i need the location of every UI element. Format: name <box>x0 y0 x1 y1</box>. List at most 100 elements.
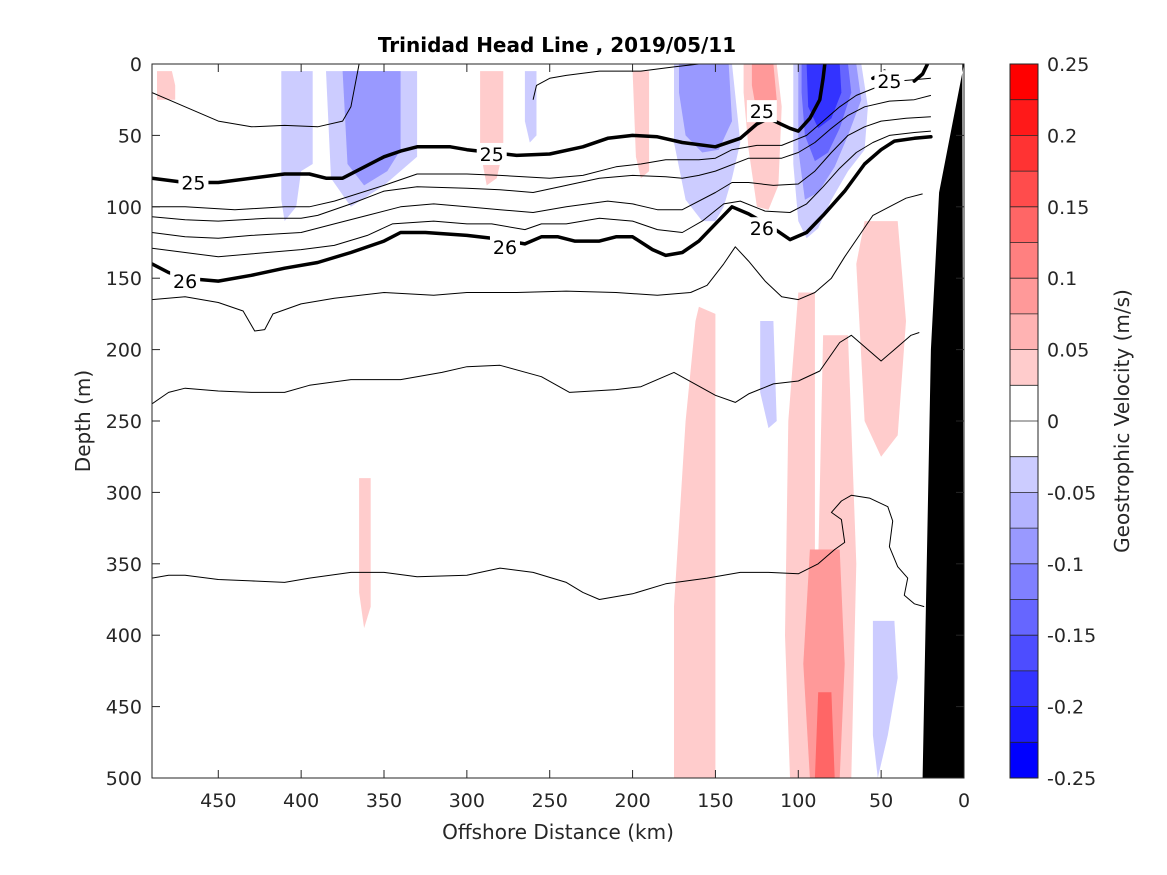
colorbar-segment-16 <box>1010 635 1038 672</box>
contour-label-5: 26 <box>493 237 517 259</box>
colorbar-tick-label-9: -0.2 <box>1047 697 1084 719</box>
x-tick-label-3: 300 <box>449 790 485 812</box>
x-axis-ticks: 450 400 350 300 250 200 150 100 50 0 <box>200 64 970 812</box>
colorbar-segment-6 <box>1010 278 1038 315</box>
x-tick-label-9: 0 <box>958 790 970 812</box>
x-tick-label-8: 50 <box>869 790 893 812</box>
contour-label-2: 25 <box>750 101 774 123</box>
x-tick-label-6: 150 <box>697 790 733 812</box>
isopycnal-thin-3 <box>152 94 932 222</box>
colorbar-segment-11 <box>1010 456 1038 493</box>
colorbar-tick-label-7: -0.1 <box>1047 554 1084 576</box>
isopycnal-thin-7 <box>152 332 920 405</box>
colorbar-tick-label-8: -0.15 <box>1047 625 1096 647</box>
y-tick-label-1: 50 <box>118 125 142 147</box>
y-tick-label-7: 350 <box>106 554 142 576</box>
y-tick-label-10: 500 <box>106 768 142 790</box>
contour-label-bg-0 <box>178 171 209 194</box>
isopycnal-thin-4 <box>152 116 931 239</box>
colorbar-segments <box>1010 64 1038 779</box>
contour-label-bg-1 <box>476 142 507 165</box>
y-tick-label-0: 0 <box>130 54 142 76</box>
colorbar-segment-15 <box>1010 599 1038 636</box>
velocity-patch-15 <box>674 306 716 778</box>
isopycnal-thin-2 <box>152 77 931 211</box>
colorbar-segment-19 <box>1010 742 1038 779</box>
colorbar-tick-label-3: 0.1 <box>1047 268 1077 290</box>
colorbar: 0.25 0.2 0.15 0.1 0.05 0 -0.05 -0.1 -0.15 -0.2 -0.… <box>1009 54 1134 790</box>
colorbar-segment-7 <box>1010 313 1038 351</box>
y-tick-label-6: 300 <box>106 482 142 504</box>
contour-label-4: 26 <box>173 271 197 293</box>
isopycnal-heavy-25-2 <box>912 64 930 83</box>
colorbar-tick-label-6: -0.05 <box>1047 482 1096 504</box>
x-tick-label-1: 400 <box>283 790 319 812</box>
contour-labels: 25 25 25 25 26 26 26 <box>170 70 905 293</box>
colorbar-label: Geostrophic Velocity (m/s) <box>1110 289 1134 553</box>
contour-label-bg-5 <box>489 235 520 258</box>
velocity-patch-22 <box>872 620 898 778</box>
colorbar-tick-label-4: 0.05 <box>1047 340 1089 362</box>
velocity-field <box>157 64 906 778</box>
contour-label-6: 26 <box>750 218 774 240</box>
velocity-patch-6 <box>632 71 650 179</box>
colorbar-frame <box>1009 63 1039 779</box>
isopycnal-heavy-26-3 <box>152 135 933 283</box>
colorbar-segment-17 <box>1010 670 1038 708</box>
y-tick-label-9: 450 <box>106 697 142 719</box>
velocity-patch-0 <box>157 71 176 100</box>
y-tick-label-4: 200 <box>106 340 142 362</box>
colorbar-tick-label-5: 0 <box>1047 411 1059 433</box>
colorbar-segment-1 <box>1010 99 1038 136</box>
isopycnal-heavy-25-0 <box>152 64 827 185</box>
colorbar-segment-4 <box>1010 206 1038 243</box>
colorbar-segment-18 <box>1010 706 1038 743</box>
y-axis-ticks: 0 50 100 150 200 250 300 350 400 450 500 <box>106 54 964 790</box>
y-tick-label-5: 250 <box>106 411 142 433</box>
colorbar-ticks: 0.25 0.2 0.15 0.1 0.05 0 -0.05 -0.1 -0.15 -0.2 -0.… <box>1047 54 1096 790</box>
contour-label-bg-4 <box>170 270 201 293</box>
colorbar-tick-label-1: 0.2 <box>1047 125 1077 147</box>
colorbar-segment-3 <box>1010 171 1038 208</box>
colorbar-tick-label-2: 0.15 <box>1047 197 1089 219</box>
velocity-patch-5 <box>524 71 537 143</box>
isopycnal-thin-5 <box>152 130 931 258</box>
colorbar-segment-8 <box>1010 349 1038 386</box>
colorbar-segment-14 <box>1010 563 1038 600</box>
contour-label-0: 25 <box>181 173 205 195</box>
colorbar-segment-13 <box>1010 528 1038 565</box>
contour-label-bg-3 <box>874 70 905 93</box>
isopycnal-thin-0 <box>152 64 360 128</box>
x-tick-label-2: 350 <box>366 790 402 812</box>
y-tick-label-3: 150 <box>106 268 142 290</box>
x-tick-label-7: 100 <box>780 790 816 812</box>
isopycnal-thin-6 <box>152 193 923 332</box>
velocity-patch-20 <box>803 549 845 778</box>
colorbar-segment-9 <box>1010 385 1038 422</box>
velocity-patch-8 <box>679 64 732 153</box>
isopycnal-thin-1 <box>532 64 699 100</box>
contour-label-bg-2 <box>746 100 777 123</box>
colorbar-tick-label-0: 0.25 <box>1047 54 1089 76</box>
y-axis-label: Depth (m) <box>71 370 95 472</box>
contour-label-bg-6 <box>746 217 777 240</box>
colorbar-segment-5 <box>1010 242 1038 279</box>
shelf-bathymetry <box>922 64 964 778</box>
chart-title: Trinidad Head Line , 2019/05/11 <box>378 33 736 57</box>
y-tick-label-2: 100 <box>106 197 142 219</box>
y-tick-label-8: 400 <box>106 625 142 647</box>
velocity-patch-23 <box>359 478 371 629</box>
x-tick-label-0: 450 <box>200 790 236 812</box>
velocity-patch-1 <box>281 71 313 222</box>
x-tick-label-4: 250 <box>532 790 568 812</box>
contour-label-3: 25 <box>877 71 901 93</box>
isopycnal-thin-lines <box>152 64 932 608</box>
coastline <box>922 64 964 778</box>
isopycnal-thin-8 <box>152 494 925 608</box>
velocity-patch-17 <box>856 221 906 457</box>
colorbar-segment-10 <box>1010 421 1038 458</box>
velocity-patch-21 <box>814 692 835 778</box>
colorbar-segment-0 <box>1010 64 1038 101</box>
x-tick-label-5: 200 <box>614 790 650 812</box>
